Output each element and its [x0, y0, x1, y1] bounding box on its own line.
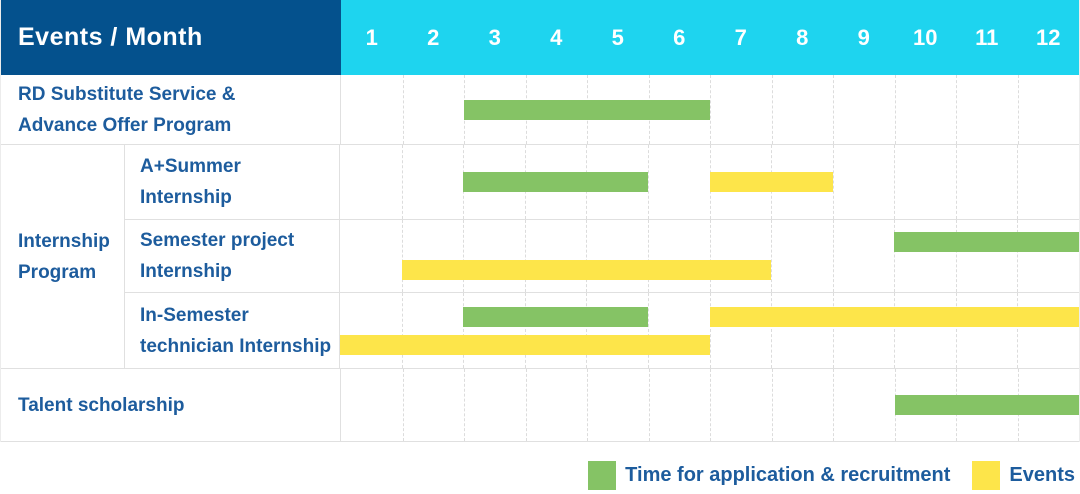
application-bar [464, 99, 710, 120]
timeline-cell-in-semester-technician-internship [340, 293, 1079, 368]
application-bar [894, 232, 1079, 252]
event-bar [340, 334, 710, 355]
month-gridline [956, 75, 957, 144]
row-label-a-plus-summer-internship: A+Summer Internship [125, 145, 340, 219]
month-gridline [833, 369, 834, 441]
row-in-semester-technician-internship: In-Semester technician Internship [125, 293, 1079, 368]
month-header-4: 4 [550, 24, 563, 50]
month-gridline [709, 220, 711, 292]
application-bar [894, 395, 1079, 415]
month-gridline [647, 145, 649, 219]
month-header-2: 2 [427, 24, 440, 50]
month-header-5: 5 [611, 24, 624, 50]
row-label-in-semester-technician-internship: In-Semester technician Internship [125, 293, 340, 368]
event-bar [401, 260, 772, 280]
month-gridline [1017, 75, 1019, 144]
month-header-6: 6 [673, 24, 686, 50]
month-gridline [648, 369, 650, 441]
month-gridline [955, 293, 957, 368]
row-label-semester-project-internship: Semester project Internship [125, 220, 340, 292]
group-label-internship-program: Internship Program [1, 145, 125, 368]
month-gridline [832, 293, 834, 368]
event-bar [709, 172, 833, 192]
timeline-cell-talent-scholarship [341, 369, 1079, 441]
events-color-swatch [972, 460, 1001, 490]
row-label-rd-substitute-service: RD Substitute Service & Advance Offer Pr… [1, 75, 341, 144]
month-header-row: 1 2 3 4 5 6 7 8 9 10 11 12 [341, 0, 1079, 75]
month-gridline [401, 293, 403, 368]
month-gridline [402, 369, 404, 441]
month-gridline [894, 75, 896, 144]
month-gridline [894, 220, 896, 292]
month-gridline [647, 220, 649, 292]
month-gridline [955, 145, 957, 219]
month-gridline [771, 75, 773, 144]
internship-program-rows: A+Summer Internship Semester project Int… [125, 145, 1079, 368]
month-gridline [463, 220, 465, 292]
month-gridline [647, 293, 649, 368]
month-gridline [833, 75, 834, 144]
month-gridline [832, 220, 834, 292]
month-gridline [463, 293, 465, 368]
month-gridline [894, 145, 896, 219]
month-gridline [771, 293, 773, 368]
legend-item-events: Events [972, 460, 1075, 490]
month-gridline [1017, 145, 1019, 219]
month-gridline [587, 369, 588, 441]
month-header-3: 3 [488, 24, 501, 50]
month-header-1: 1 [365, 24, 378, 50]
events-month-table: Events / Month 1 2 3 4 5 6 7 8 9 10 11 12 RD Substi… [0, 0, 1080, 442]
legend-label-events: Events [1009, 463, 1075, 486]
month-gridline [402, 75, 404, 144]
row-talent-scholarship: Talent scholarship [1, 369, 1079, 442]
month-gridline [401, 220, 403, 292]
timeline-cell-rd-substitute-service [341, 75, 1079, 144]
month-gridline [586, 293, 588, 368]
application-bar [463, 172, 648, 192]
timeline-cell-a-plus-summer-internship [340, 145, 1079, 219]
application-color-swatch [588, 460, 617, 490]
row-rd-substitute-service: RD Substitute Service & Advance Offer Pr… [1, 75, 1079, 145]
timeline-cell-semester-project-internship [340, 220, 1079, 292]
legend-item-application: Time for application & recruitment [588, 460, 951, 490]
month-gridline [1017, 220, 1019, 292]
month-gridline [832, 145, 834, 219]
month-header-11: 11 [975, 24, 999, 50]
month-header-8: 8 [796, 24, 809, 50]
event-bar [709, 306, 1079, 327]
month-gridline [710, 75, 711, 144]
month-gridline [955, 220, 957, 292]
month-gridline [771, 220, 773, 292]
month-gridline [894, 293, 896, 368]
month-gridline [524, 220, 526, 292]
month-gridline [1017, 293, 1019, 368]
month-gridline [586, 220, 588, 292]
month-gridline [525, 369, 527, 441]
month-header-10: 10 [913, 24, 938, 50]
month-header-12: 12 [1036, 24, 1061, 50]
month-gridline [710, 369, 711, 441]
internship-program-group: Internship Program A+Summer Internship S… [1, 145, 1079, 369]
row-semester-project-internship: Semester project Internship [125, 220, 1079, 293]
legend: Time for application & recruitment Event… [588, 459, 1075, 491]
row-a-plus-summer-internship: A+Summer Internship [125, 145, 1079, 220]
month-gridline [771, 369, 773, 441]
month-gridline [524, 293, 526, 368]
month-header-9: 9 [857, 24, 870, 50]
month-gridline [401, 145, 403, 219]
application-bar [463, 306, 648, 327]
events-month-header: Events / Month [1, 0, 341, 75]
month-gridline [464, 369, 465, 441]
table-header-row: Events / Month 1 2 3 4 5 6 7 8 9 10 11 12 [1, 0, 1079, 75]
row-label-talent-scholarship: Talent scholarship [1, 369, 341, 441]
month-header-7: 7 [734, 24, 747, 50]
month-gridline [709, 293, 711, 368]
legend-label-application: Time for application & recruitment [625, 463, 951, 486]
